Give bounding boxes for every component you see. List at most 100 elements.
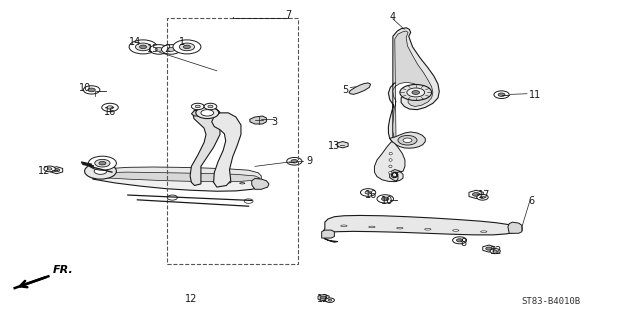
Circle shape bbox=[85, 163, 117, 179]
Circle shape bbox=[490, 249, 500, 254]
Circle shape bbox=[287, 157, 302, 165]
Ellipse shape bbox=[453, 230, 459, 231]
Circle shape bbox=[99, 161, 106, 165]
Polygon shape bbox=[318, 294, 329, 301]
Polygon shape bbox=[389, 28, 440, 142]
Ellipse shape bbox=[116, 174, 121, 176]
Polygon shape bbox=[375, 141, 405, 182]
Text: 6: 6 bbox=[528, 196, 534, 206]
Circle shape bbox=[195, 105, 200, 108]
Circle shape bbox=[94, 168, 107, 174]
Text: 16: 16 bbox=[365, 190, 377, 200]
Circle shape bbox=[473, 193, 480, 196]
Ellipse shape bbox=[129, 175, 134, 177]
Polygon shape bbox=[211, 113, 241, 187]
Text: 12: 12 bbox=[490, 246, 503, 256]
Text: 8: 8 bbox=[461, 238, 466, 248]
Text: 9: 9 bbox=[306, 156, 312, 166]
Polygon shape bbox=[250, 116, 266, 124]
Circle shape bbox=[407, 88, 425, 97]
Text: 1: 1 bbox=[180, 37, 185, 47]
Circle shape bbox=[476, 195, 488, 200]
Polygon shape bbox=[190, 105, 220, 186]
Ellipse shape bbox=[389, 152, 392, 155]
Text: 10: 10 bbox=[78, 83, 90, 93]
Ellipse shape bbox=[389, 165, 392, 168]
Circle shape bbox=[403, 138, 412, 142]
Circle shape bbox=[291, 160, 297, 163]
Circle shape bbox=[136, 43, 151, 51]
Polygon shape bbox=[322, 230, 334, 238]
Circle shape bbox=[412, 91, 420, 94]
Ellipse shape bbox=[226, 182, 231, 183]
Circle shape bbox=[326, 298, 334, 302]
Polygon shape bbox=[337, 141, 348, 148]
Text: 4: 4 bbox=[390, 12, 396, 22]
Text: FR.: FR. bbox=[53, 265, 73, 275]
Text: 15: 15 bbox=[147, 44, 159, 54]
Text: ST83-B4010B: ST83-B4010B bbox=[521, 297, 580, 306]
Ellipse shape bbox=[480, 231, 487, 232]
Circle shape bbox=[88, 88, 96, 92]
Circle shape bbox=[129, 40, 157, 54]
Circle shape bbox=[201, 110, 213, 116]
Circle shape bbox=[361, 189, 376, 196]
Circle shape bbox=[382, 197, 389, 201]
Ellipse shape bbox=[240, 183, 245, 184]
Circle shape bbox=[107, 106, 113, 109]
Circle shape bbox=[191, 103, 204, 110]
Ellipse shape bbox=[185, 179, 190, 180]
Text: 10: 10 bbox=[381, 196, 393, 206]
Text: 11: 11 bbox=[529, 90, 541, 100]
Ellipse shape bbox=[425, 228, 431, 230]
Circle shape bbox=[47, 168, 52, 170]
Polygon shape bbox=[95, 172, 260, 182]
Text: 12: 12 bbox=[185, 293, 197, 304]
Polygon shape bbox=[50, 167, 62, 174]
Circle shape bbox=[83, 86, 100, 94]
Circle shape bbox=[168, 48, 175, 51]
Circle shape bbox=[102, 103, 118, 112]
Polygon shape bbox=[469, 190, 483, 198]
Ellipse shape bbox=[389, 172, 392, 174]
Polygon shape bbox=[252, 179, 269, 189]
Text: 16: 16 bbox=[104, 107, 116, 117]
Polygon shape bbox=[92, 167, 261, 186]
Circle shape bbox=[89, 156, 117, 170]
Bar bbox=[168, 18, 297, 264]
Text: 3: 3 bbox=[271, 117, 277, 127]
Ellipse shape bbox=[171, 178, 176, 179]
Polygon shape bbox=[508, 222, 522, 233]
Circle shape bbox=[168, 195, 177, 200]
Text: 14: 14 bbox=[129, 37, 141, 47]
Ellipse shape bbox=[369, 226, 375, 228]
Circle shape bbox=[196, 107, 218, 119]
Circle shape bbox=[480, 196, 485, 198]
Polygon shape bbox=[191, 109, 220, 116]
Polygon shape bbox=[390, 132, 426, 148]
Text: 13: 13 bbox=[328, 141, 341, 151]
Circle shape bbox=[457, 239, 462, 242]
Circle shape bbox=[140, 45, 147, 49]
Circle shape bbox=[204, 103, 217, 110]
Text: 7: 7 bbox=[285, 10, 291, 20]
Circle shape bbox=[155, 48, 163, 51]
Circle shape bbox=[365, 191, 371, 194]
Polygon shape bbox=[93, 173, 264, 191]
Circle shape bbox=[377, 195, 394, 203]
Text: 5: 5 bbox=[342, 85, 348, 95]
Text: 12: 12 bbox=[317, 293, 330, 304]
Polygon shape bbox=[393, 31, 433, 141]
Ellipse shape bbox=[198, 180, 203, 181]
Ellipse shape bbox=[341, 225, 347, 227]
Ellipse shape bbox=[389, 159, 392, 161]
Circle shape bbox=[498, 93, 505, 96]
Circle shape bbox=[150, 45, 169, 54]
Text: 17: 17 bbox=[478, 190, 490, 200]
Circle shape bbox=[493, 250, 497, 252]
Circle shape bbox=[485, 247, 492, 250]
Circle shape bbox=[320, 296, 326, 299]
Circle shape bbox=[208, 105, 213, 108]
Circle shape bbox=[328, 299, 332, 301]
Ellipse shape bbox=[397, 227, 403, 229]
